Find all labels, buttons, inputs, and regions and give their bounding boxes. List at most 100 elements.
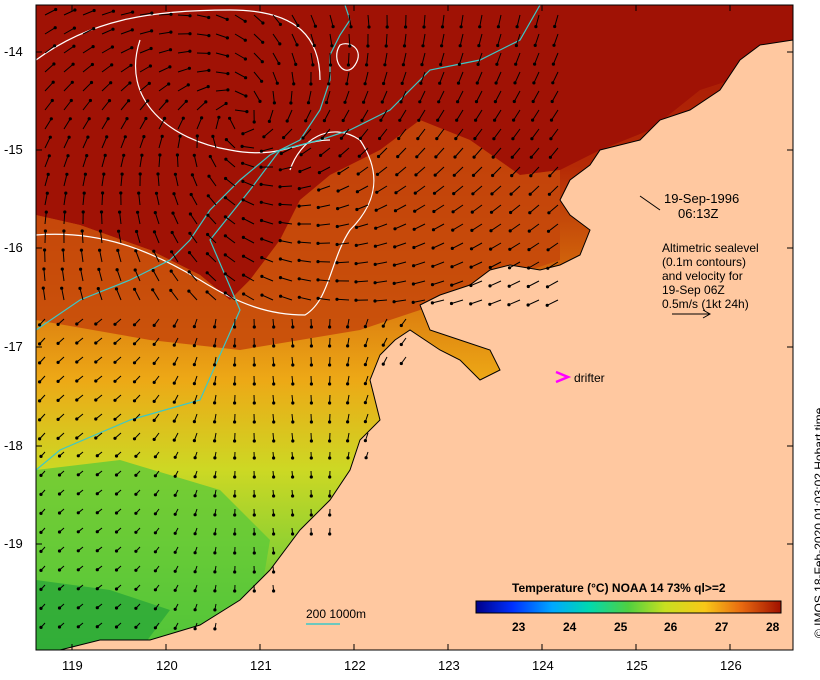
velocity-vector-head	[529, 155, 533, 159]
velocity-vector-head	[193, 608, 197, 612]
velocity-vector-head	[431, 228, 436, 232]
velocity-vector	[226, 139, 236, 149]
velocity-vector	[458, 71, 464, 84]
velocity-vector-head	[48, 135, 52, 139]
velocity-vector-head	[57, 587, 62, 591]
velocity-vector-head	[233, 570, 237, 574]
drifter-label: drifter	[574, 371, 605, 385]
velocity-vector-head	[337, 171, 341, 175]
velocity-vector	[401, 71, 407, 84]
velocity-vector	[356, 242, 369, 246]
velocity-vector-head	[193, 589, 197, 593]
velocity-vector-head	[354, 243, 358, 247]
velocity-vector	[376, 185, 388, 193]
velocity-vector	[189, 213, 198, 225]
velocity-vector-head	[224, 176, 228, 181]
velocity-vector-head	[69, 98, 73, 103]
velocity-vector-head	[223, 234, 227, 238]
velocity-vector	[455, 128, 464, 139]
velocity-vector-head	[51, 80, 55, 84]
velocity-vector	[394, 242, 407, 248]
velocity-vector-head	[102, 172, 106, 176]
velocity-vector-head	[188, 212, 192, 216]
velocity-vector	[283, 128, 293, 138]
velocity-vector	[154, 212, 160, 225]
velocity-vector	[42, 288, 46, 301]
velocity-vector	[533, 71, 540, 84]
velocity-vector-head	[449, 301, 454, 306]
velocity-vector-head	[101, 191, 105, 195]
velocity-vector-head	[383, 63, 387, 67]
velocity-vector-head	[511, 137, 515, 141]
colorbar-title: Temperature (°C) NOAA 14 73% ql>=2	[512, 581, 726, 595]
velocity-vector	[402, 52, 407, 65]
velocity-vector-head	[114, 549, 119, 553]
velocity-vector-head	[527, 229, 531, 233]
velocity-vector-head	[173, 493, 177, 497]
velocity-vector	[476, 90, 483, 102]
velocity-vector-head	[178, 134, 182, 138]
velocity-vector-head	[346, 325, 350, 329]
velocity-vector	[225, 216, 236, 225]
velocity-vector	[531, 128, 540, 139]
velocity-vector	[243, 274, 255, 282]
velocity-vector-head	[153, 569, 157, 573]
velocity-vector-head	[213, 608, 217, 612]
velocity-vector-head	[56, 436, 60, 440]
velocity-vector	[319, 166, 331, 174]
velocity-vector-head	[125, 117, 129, 121]
velocity-vector-head	[142, 135, 146, 139]
velocity-vector-head	[488, 302, 492, 306]
velocity-vector-head	[549, 137, 553, 141]
velocity-vector	[510, 185, 521, 195]
velocity-vector-head	[244, 76, 248, 80]
velocity-vector-head	[392, 263, 396, 267]
velocity-vector	[173, 193, 179, 206]
velocity-vector-head	[335, 242, 339, 247]
velocity-vector-head	[380, 100, 384, 104]
velocity-vector-head	[57, 568, 62, 572]
velocity-vector-head	[63, 210, 67, 214]
velocity-vector-head	[457, 62, 461, 66]
velocity-vector-head	[192, 153, 196, 157]
velocity-vector	[528, 261, 540, 269]
velocity-vector	[234, 71, 246, 79]
velocity-vector-head	[477, 44, 481, 48]
velocity-vector	[318, 297, 331, 301]
y-tick-label: -14	[4, 44, 23, 59]
velocity-vector	[420, 71, 426, 84]
velocity-vector-head	[297, 295, 301, 299]
velocity-vector	[189, 252, 198, 263]
velocity-vector-head	[322, 119, 326, 123]
velocity-vector-head	[547, 192, 552, 196]
velocity-vector-head	[304, 119, 308, 123]
velocity-vector-head	[213, 627, 217, 631]
velocity-vector-head	[173, 569, 177, 573]
velocity-vector	[291, 52, 297, 65]
velocity-vector-head	[75, 436, 79, 440]
velocity-vector	[532, 109, 540, 121]
cool-patch-2	[36, 580, 170, 650]
velocity-vector-head	[39, 549, 43, 554]
velocity-vector-head	[213, 570, 217, 574]
velocity-vector-head	[469, 302, 473, 306]
velocity-vector-head	[233, 420, 237, 424]
velocity-vector-head	[335, 224, 339, 229]
velocity-vector-head	[402, 44, 407, 48]
velocity-vector-head	[168, 48, 173, 52]
velocity-vector-head	[133, 287, 137, 291]
velocity-vector-head	[57, 530, 62, 534]
velocity-vector	[82, 193, 85, 206]
velocity-vector-head	[206, 85, 210, 89]
velocity-vector	[225, 273, 236, 282]
velocity-vector	[139, 48, 152, 54]
velocity-vector-head	[252, 120, 256, 124]
velocity-vector-head	[195, 134, 199, 138]
velocity-vector-head	[111, 9, 115, 13]
velocity-vector	[253, 14, 264, 24]
velocity-vector-head	[335, 279, 339, 283]
velocity-vector-head	[62, 229, 66, 233]
velocity-vector	[281, 147, 293, 154]
velocity-vector	[451, 280, 464, 286]
velocity-vector	[120, 64, 132, 73]
